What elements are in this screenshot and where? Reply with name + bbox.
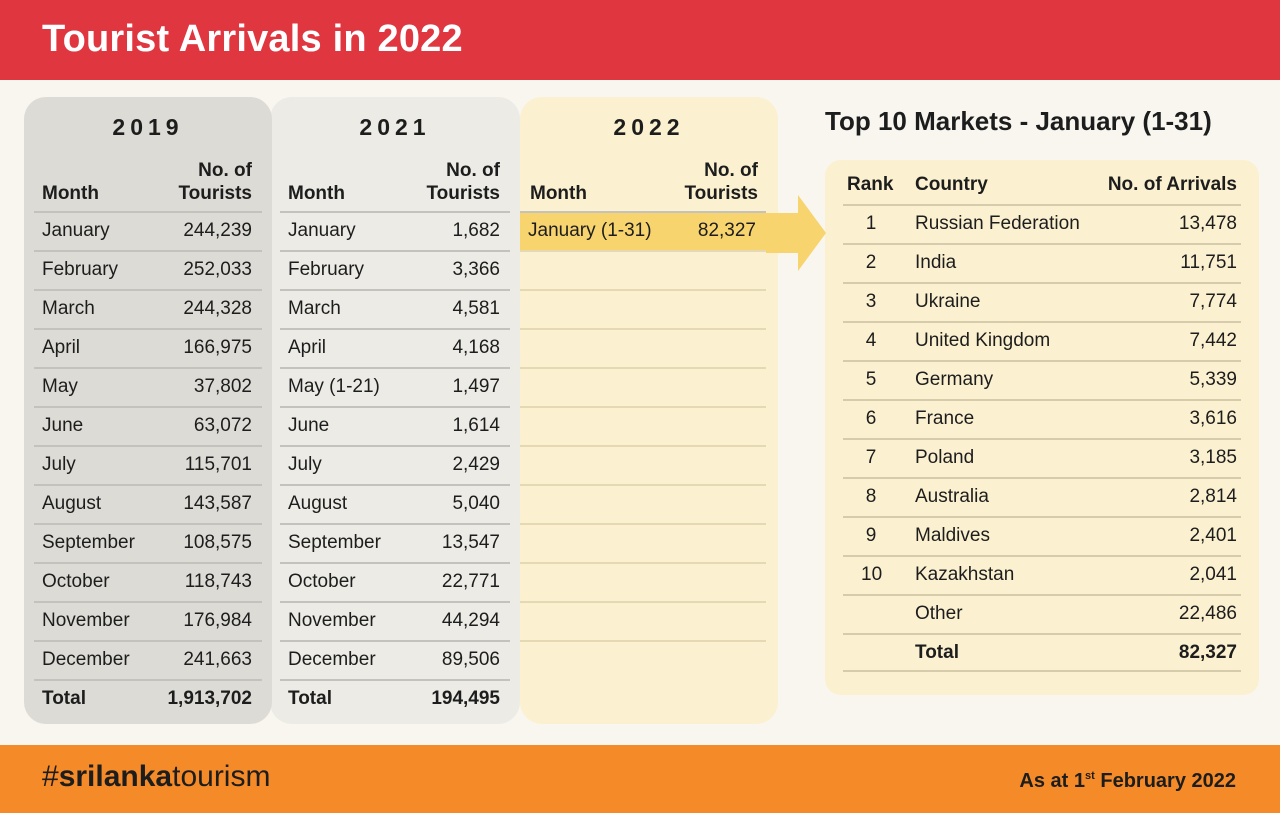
- table-row: January 1,682: [280, 211, 510, 250]
- table-row: 4 United Kingdom 7,442: [843, 321, 1241, 360]
- empty-row: [520, 484, 766, 523]
- table-row: August 5,040: [280, 484, 510, 523]
- table-row: November 44,294: [280, 601, 510, 640]
- empty-row: [520, 640, 766, 679]
- month-header: Month: [530, 183, 587, 204]
- empty-row: [520, 406, 766, 445]
- year-heading: 2019: [112, 114, 184, 140]
- table-row: Other 22,486: [843, 594, 1241, 633]
- panel-2019: 2019 Month No. of Tourists January 244,23…: [24, 97, 272, 724]
- table-rows: January 244,239 February 252,033 March 244,…: [34, 211, 262, 718]
- table-row: 5 Germany 5,339: [843, 360, 1241, 399]
- table-row: 3 Ukraine 7,774: [843, 282, 1241, 321]
- footer-banner: #srilankatourism As at 1st February 2022: [0, 745, 1280, 813]
- arrow-right-icon: [766, 195, 826, 271]
- as-at-date: As at 1st February 2022: [1019, 770, 1236, 792]
- markets-header-row: Rank Country No. of Arrivals: [845, 174, 1239, 204]
- panel-2022: 2022 Month No. of Tourists January (1-31…: [520, 97, 778, 724]
- table-row: 10 Kazakhstan 2,041: [843, 555, 1241, 594]
- table-row: November 176,984: [34, 601, 262, 640]
- column-headers: Month No. of Tourists: [42, 157, 252, 205]
- markets-title: Top 10 Markets - January (1-31): [825, 106, 1212, 136]
- count-header: No. of Tourists: [684, 160, 758, 204]
- table-row-highlighted: January (1-31) 82,327: [520, 211, 766, 250]
- year-heading: 2022: [613, 114, 685, 140]
- table-row: March 244,328: [34, 289, 262, 328]
- table-row: February 252,033: [34, 250, 262, 289]
- count-header: No. of Tourists: [426, 160, 500, 204]
- table-rows: January 1,682 February 3,366 March 4,581 Ap…: [280, 211, 510, 718]
- empty-row: [520, 601, 766, 640]
- total-row: Total 82,327: [843, 633, 1241, 672]
- table-row: 7 Poland 3,185: [843, 438, 1241, 477]
- empty-row: [520, 328, 766, 367]
- table-row: February 3,366: [280, 250, 510, 289]
- table-row: May (1-21) 1,497: [280, 367, 510, 406]
- table-row: December 89,506: [280, 640, 510, 679]
- table-rows: January (1-31) 82,327: [520, 211, 766, 679]
- panel-2021: 2021 Month No. of Tourists January 1,682 …: [270, 97, 520, 724]
- table-row: December 241,663: [34, 640, 262, 679]
- markets-table: Rank Country No. of Arrivals 1 Russian Fe…: [825, 160, 1259, 695]
- table-row: 9 Maldives 2,401: [843, 516, 1241, 555]
- empty-row: [520, 250, 766, 289]
- hashtag-logo: #srilankatourism: [42, 760, 271, 793]
- month-header: Month: [288, 183, 345, 204]
- year-heading: 2021: [359, 114, 431, 140]
- empty-row: [520, 562, 766, 601]
- table-row: 8 Australia 2,814: [843, 477, 1241, 516]
- month-header: Month: [42, 183, 99, 204]
- table-row: 1 Russian Federation 13,478: [843, 204, 1241, 243]
- column-headers: Month No. of Tourists: [530, 157, 758, 205]
- table-row: May 37,802: [34, 367, 262, 406]
- empty-row: [520, 523, 766, 562]
- total-row: Total 1,913,702: [34, 679, 262, 718]
- table-row: April 4,168: [280, 328, 510, 367]
- empty-row: [520, 289, 766, 328]
- total-row: Total 194,495: [280, 679, 510, 718]
- table-row: April 166,975: [34, 328, 262, 367]
- table-row: January 244,239: [34, 211, 262, 250]
- table-row: October 118,743: [34, 562, 262, 601]
- table-row: September 108,575: [34, 523, 262, 562]
- country-header: Country: [915, 174, 988, 195]
- table-row: August 143,587: [34, 484, 262, 523]
- table-row: October 22,771: [280, 562, 510, 601]
- table-row: June 1,614: [280, 406, 510, 445]
- table-row: July 2,429: [280, 445, 510, 484]
- rank-header: Rank: [847, 174, 894, 195]
- markets-rows: 1 Russian Federation 13,478 2 India 11,751 3…: [843, 204, 1241, 672]
- page-title: Tourist Arrivals in 2022: [42, 18, 463, 60]
- table-row: September 13,547: [280, 523, 510, 562]
- table-row: March 4,581: [280, 289, 510, 328]
- count-header: No. of Tourists: [178, 160, 252, 204]
- empty-row: [520, 445, 766, 484]
- table-row: June 63,072: [34, 406, 262, 445]
- empty-row: [520, 367, 766, 406]
- table-row: July 115,701: [34, 445, 262, 484]
- table-row: 2 India 11,751: [843, 243, 1241, 282]
- header-banner: Tourist Arrivals in 2022: [0, 0, 1280, 80]
- column-headers: Month No. of Tourists: [288, 157, 500, 205]
- table-row: 6 France 3,616: [843, 399, 1241, 438]
- arrivals-header: No. of Arrivals: [1107, 174, 1237, 195]
